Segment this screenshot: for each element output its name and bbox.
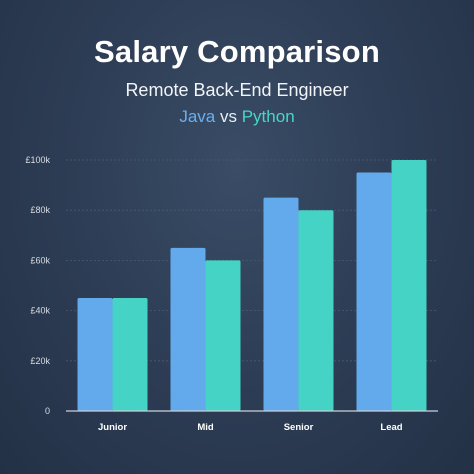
bars [77, 160, 427, 411]
y-tick-label: 0 [45, 406, 50, 416]
x-category-label: Senior [284, 422, 314, 433]
chart-title: Salary Comparison [94, 34, 380, 69]
vs-label: vs [219, 107, 237, 126]
bar-java-mid [170, 247, 206, 411]
x-category-label: Lead [380, 422, 402, 433]
y-tick-label: £60k [30, 255, 50, 265]
series-comparison-line: Java vs Python [0, 107, 474, 127]
bar-java-lead [356, 172, 392, 411]
java-series-label: Java [179, 107, 216, 126]
python-series-label: Python [241, 107, 295, 126]
chart-subtitle: Remote Back-End Engineer [125, 80, 349, 100]
bar-python-senior [298, 210, 334, 411]
bar-python-junior [112, 298, 148, 411]
y-tick-label: £20k [30, 356, 50, 366]
bar-java-senior [263, 197, 299, 411]
bar-python-lead [391, 160, 427, 411]
bar-java-junior [77, 298, 113, 411]
x-axis-category-labels: Junior Mid Senior Lead [98, 422, 403, 433]
x-category-label: Mid [197, 422, 214, 433]
y-tick-label: £100k [25, 155, 50, 165]
bar-python-mid [205, 260, 241, 411]
y-tick-label: £40k [30, 306, 50, 316]
y-axis-tick-labels: 0 £20k £40k £60k £80k £100k [25, 155, 50, 416]
y-tick-label: £80k [30, 205, 50, 215]
x-category-label: Junior [98, 422, 127, 433]
